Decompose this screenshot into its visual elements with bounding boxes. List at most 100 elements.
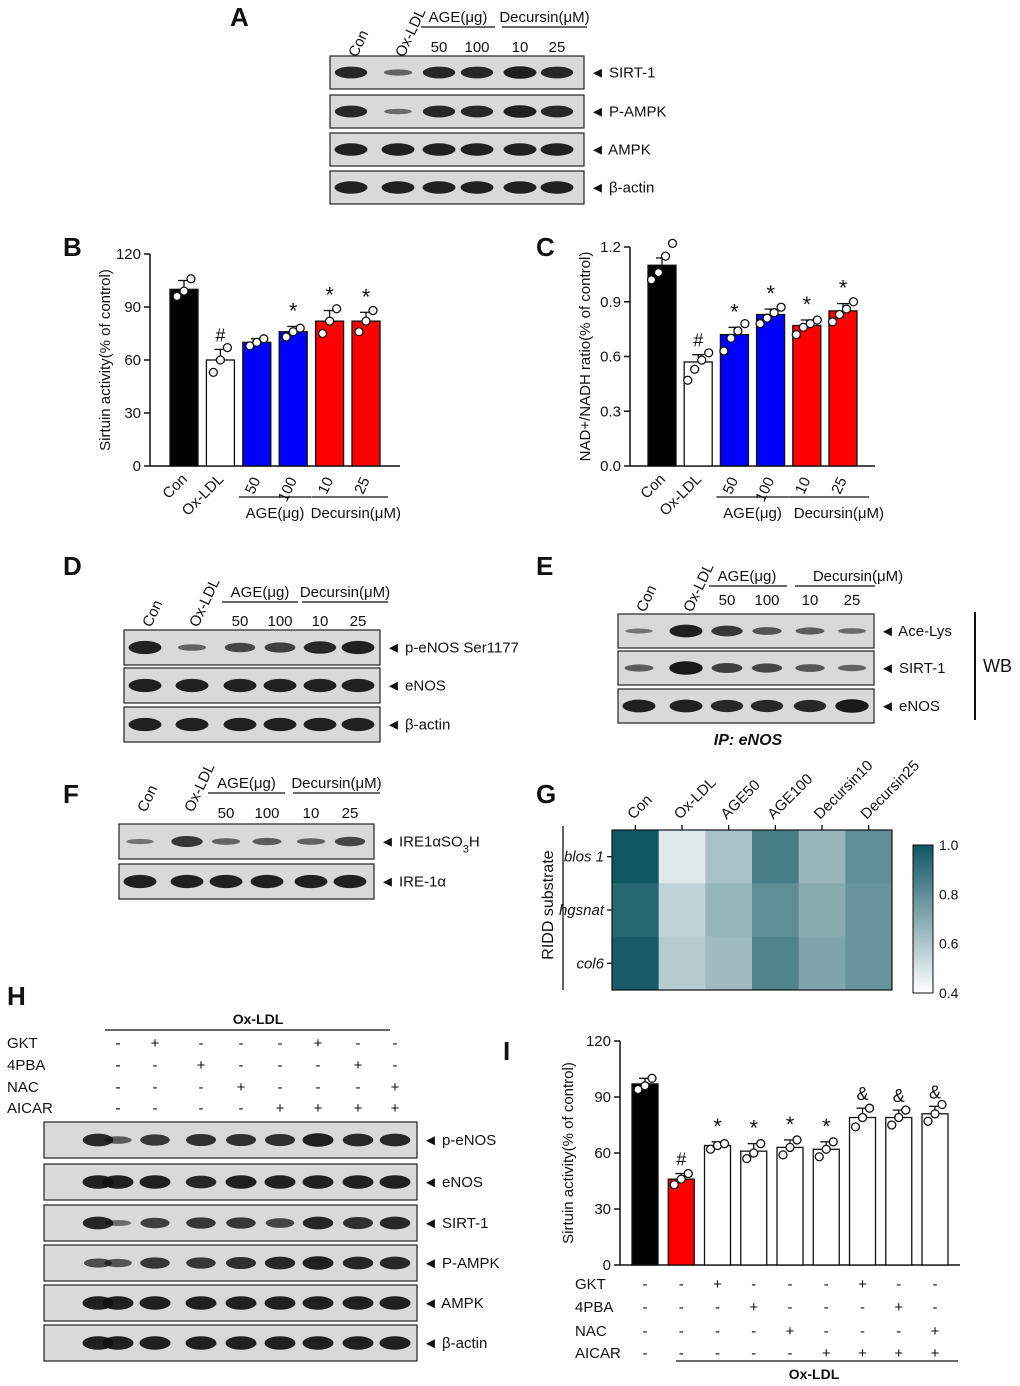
data-point	[785, 1142, 795, 1153]
treatment-sign: -	[933, 1299, 938, 1316]
data-point	[726, 333, 736, 343]
data-point	[697, 355, 707, 365]
significance-mark: *	[325, 283, 334, 308]
blot-band	[540, 66, 574, 79]
treatment-sign: -	[643, 1299, 648, 1316]
treatment-sign: -	[393, 1057, 398, 1074]
blot-strip	[118, 863, 375, 900]
treatment-sign: -	[116, 1057, 121, 1074]
blot-band	[223, 678, 257, 693]
row-label: NAC	[7, 1079, 39, 1096]
treatment-sign: +	[314, 1100, 323, 1117]
treatment-sign: +	[276, 1100, 285, 1117]
data-point	[683, 1168, 693, 1179]
group-label-decursin: Decursin(μM)	[291, 775, 381, 792]
treatment-sign: -	[715, 1323, 720, 1340]
dose-label: 50	[232, 613, 249, 630]
blot-band	[384, 108, 412, 115]
row-label: GKT	[575, 1276, 606, 1293]
data-point	[755, 318, 765, 329]
blot-label: ◄ p-eNOS	[423, 1132, 496, 1149]
treatment-sign: -	[356, 1035, 361, 1052]
heatmap-cell	[705, 883, 753, 938]
treatment-sign: -	[679, 1276, 684, 1293]
blot-band	[422, 143, 456, 156]
blot-band	[379, 1296, 411, 1310]
row-label: col6	[576, 955, 604, 972]
treatment-sign: -	[860, 1323, 865, 1340]
column-label: Con	[624, 791, 655, 822]
x-tick-label: 50	[242, 475, 264, 497]
treatment-sign: -	[679, 1345, 684, 1362]
treatment-sign: -	[788, 1299, 793, 1316]
y-tick-label: 30	[594, 1201, 611, 1218]
data-point	[812, 315, 822, 325]
panel-label-i: I	[503, 1036, 510, 1066]
panel-label-f: F	[63, 779, 79, 809]
blot-band	[383, 69, 413, 76]
data-point	[828, 1137, 838, 1147]
group-label-decursin: Decursin(μM)	[300, 584, 390, 601]
column-label: Ox-LDL	[671, 774, 720, 823]
blot-band	[342, 1133, 374, 1147]
lane-label: Ox-LDL	[680, 561, 717, 615]
dose-label: 25	[350, 613, 367, 630]
blot-band	[185, 1296, 217, 1310]
blot-strip	[617, 688, 875, 724]
y-tick-label: 30	[124, 405, 141, 422]
blot-band	[175, 717, 209, 732]
blot-label: ◄ Ace-Lys	[880, 623, 952, 640]
blot-band	[264, 1296, 296, 1310]
blot-band	[302, 1175, 334, 1189]
significance-mark: &	[856, 1084, 868, 1104]
blot-band	[302, 1256, 334, 1270]
lane-label: Ox-LDL	[181, 761, 218, 815]
lane-label: Ox-LDL	[392, 6, 429, 60]
blot-band	[296, 838, 326, 845]
blot-band	[342, 1296, 374, 1310]
treatment-sign: +	[391, 1100, 400, 1117]
bar	[885, 1116, 913, 1266]
data-point	[821, 1144, 831, 1154]
data-point	[172, 291, 182, 302]
y-tick-label: 90	[124, 299, 141, 316]
blot-band	[185, 1175, 217, 1189]
data-point	[864, 1103, 875, 1113]
panel-i-bar-chart: 0 30 60 90 120 Sirtuin activity(% of control)…	[560, 1033, 960, 1382]
data-point	[719, 1139, 730, 1149]
treatment-sign: -	[153, 1079, 158, 1096]
panel-label-c: C	[536, 232, 555, 262]
blot-band	[170, 874, 204, 889]
dose-label: 10	[512, 39, 529, 56]
panel-c-bar-chart: 0.0 0.3 0.6 0.9 1.2 NAD+/NADH ratio(% of cont…	[577, 238, 884, 522]
blot-band	[223, 717, 257, 732]
blot-band	[225, 1336, 257, 1350]
blot-band	[422, 105, 456, 118]
blot-band	[104, 1136, 132, 1144]
dose-label: 25	[549, 39, 566, 56]
data-point	[295, 323, 305, 333]
treatment-sign: -	[278, 1079, 283, 1096]
panel-f-western-blot: Con Ox-LDL 50 100 10 25 AGE(μg) Decursin(μM) ◄ I…	[118, 761, 480, 900]
column-label: AGE50	[717, 777, 763, 823]
blot-band	[540, 181, 574, 194]
panel-label-d: D	[63, 551, 82, 581]
treatment-sign: -	[278, 1057, 283, 1074]
blot-band	[503, 105, 537, 118]
blot-strip	[118, 823, 375, 860]
data-point	[719, 346, 729, 356]
data-point	[776, 302, 786, 312]
bar	[703, 1144, 732, 1266]
blot-label: ◄ IRE-1α	[380, 874, 446, 891]
data-point	[762, 313, 772, 323]
blot-label: ◄ β-actin	[423, 1335, 487, 1352]
treatment-sign: -	[116, 1035, 121, 1052]
blot-band	[186, 1217, 216, 1229]
blot-band	[225, 1256, 257, 1270]
dose-label: 25	[342, 805, 359, 822]
blot-band	[334, 181, 368, 194]
y-tick-label: 90	[594, 1089, 611, 1106]
blot-band	[250, 874, 284, 889]
ip-label: IP: eNOS	[714, 732, 783, 749]
data-point	[894, 1112, 904, 1123]
